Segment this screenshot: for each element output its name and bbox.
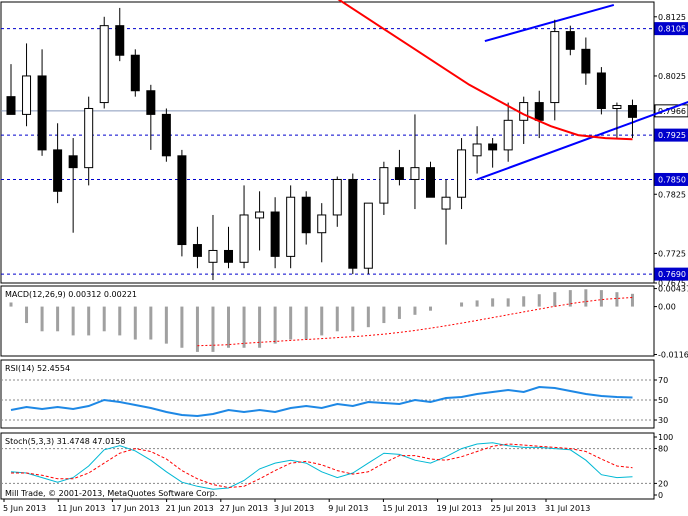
candle-body bbox=[488, 143, 498, 151]
candle-body bbox=[379, 167, 389, 204]
time-axis: 5 Jun 2013 11 Jun 2013 17 Jun 2013 21 Jun 2… bbox=[3, 499, 590, 513]
channel-lower-line bbox=[476, 100, 688, 181]
time-tick-label: 9 Jul 2013 bbox=[328, 504, 368, 513]
candle-body bbox=[565, 31, 575, 50]
level-badge-label: 0.7690 bbox=[658, 270, 686, 279]
candle-body bbox=[99, 25, 109, 104]
candle-body bbox=[53, 149, 63, 192]
stoch-pane: Stoch(5,3,3) 31.4748 47.0158 Mill Trade,… bbox=[1, 433, 673, 500]
price-tick-label: 0.8025 bbox=[658, 72, 686, 81]
candle-body bbox=[317, 214, 327, 234]
stoch-label: Stoch(5,3,3) 31.4748 47.0158 bbox=[5, 437, 125, 446]
candle-body bbox=[115, 25, 125, 56]
time-tick-label: 31 Jul 2013 bbox=[545, 504, 590, 513]
time-tick-label: 5 Jun 2013 bbox=[3, 504, 46, 513]
candle-body bbox=[550, 31, 560, 104]
stoch-tick-label: 20 bbox=[658, 479, 668, 488]
candle-body bbox=[270, 211, 280, 257]
candle-body bbox=[177, 155, 187, 246]
candle-body bbox=[68, 155, 78, 169]
time-tick-label: 27 Jun 2013 bbox=[220, 504, 268, 513]
price-tick-label: 0.7675 bbox=[658, 279, 686, 288]
rsi-tick-label: 50 bbox=[658, 396, 668, 405]
candle-body bbox=[146, 90, 156, 115]
candle-body bbox=[581, 48, 591, 74]
level-badge bbox=[654, 22, 688, 36]
price-tick-label: 0.8125 bbox=[658, 13, 686, 22]
candle-body bbox=[612, 105, 622, 109]
time-tick-label: 21 Jun 2013 bbox=[166, 504, 214, 513]
macd-signal-line bbox=[197, 297, 633, 347]
candle-body bbox=[534, 102, 544, 121]
macd-tick-label: 0.00437 bbox=[658, 285, 688, 294]
level-badge bbox=[654, 172, 688, 186]
level-badge bbox=[654, 128, 688, 142]
candle-body bbox=[332, 178, 342, 216]
candle-body bbox=[255, 211, 265, 219]
time-tick-label: 3 Jul 2013 bbox=[274, 504, 314, 513]
time-tick-label: 11 Jun 2013 bbox=[57, 504, 105, 513]
candle-body bbox=[192, 244, 202, 257]
candle-body bbox=[457, 149, 467, 198]
time-tick-label: 19 Jul 2013 bbox=[437, 504, 482, 513]
candle-body bbox=[37, 75, 47, 151]
rsi-frame bbox=[0, 359, 655, 429]
level-badge-label: 0.7966 bbox=[658, 107, 686, 116]
copyright-text: Mill Trade, © 2001-2013, MetaQuotes Soft… bbox=[5, 489, 217, 498]
candle-body bbox=[286, 196, 296, 257]
sto-frame bbox=[0, 432, 655, 500]
macd-tick-label: -0.01163 bbox=[658, 350, 688, 359]
rsi-label: RSI(14) 52.4554 bbox=[5, 364, 70, 373]
candle-body bbox=[208, 249, 218, 263]
candle-body bbox=[348, 178, 358, 269]
candle-body bbox=[627, 105, 637, 118]
candle-body bbox=[425, 167, 435, 198]
candle-body bbox=[239, 214, 249, 263]
candle-body bbox=[224, 249, 234, 263]
candle-body bbox=[130, 54, 140, 92]
stoch-tick-label: 100 bbox=[658, 433, 673, 442]
level-badge-label: 0.7925 bbox=[658, 131, 686, 140]
macd-frame bbox=[0, 285, 655, 357]
time-tick-label: 15 Jul 2013 bbox=[382, 504, 427, 513]
macd-label: MACD(12,26,9) 0.00312 0.00221 bbox=[5, 290, 137, 299]
rsi-line bbox=[10, 385, 633, 418]
candle-body bbox=[301, 196, 311, 234]
level-badge bbox=[654, 104, 688, 118]
rsi-tick-label: 30 bbox=[658, 416, 668, 425]
candle-body bbox=[394, 167, 404, 180]
rsi-tick-label: 70 bbox=[658, 376, 668, 385]
channel-upper-line bbox=[484, 3, 615, 43]
rsi-pane: RSI(14) 52.4554 70 50 30 bbox=[1, 364, 668, 425]
candle-body bbox=[596, 72, 606, 109]
stoch-main-line bbox=[10, 442, 633, 490]
candle-body bbox=[161, 113, 171, 157]
price-pane: 0.8125 0.8025 0.7925 0.7825 0.7725 0.7675 0.81… bbox=[1, 0, 688, 288]
price-tick-label: 0.7725 bbox=[658, 249, 686, 258]
stoch-tick-label: 0 bbox=[658, 491, 663, 500]
time-tick-label: 17 Jun 2013 bbox=[111, 504, 159, 513]
moving-average-line bbox=[337, 0, 633, 141]
macd-tick-label: 0.00 bbox=[658, 303, 676, 312]
candle-body bbox=[410, 167, 420, 180]
level-badge-label: 0.8105 bbox=[658, 25, 686, 34]
main-frame bbox=[0, 1, 655, 284]
time-tick-label: 25 Jul 2013 bbox=[491, 504, 536, 513]
candle-body bbox=[22, 75, 32, 115]
candle-body bbox=[472, 143, 482, 157]
price-tick-label: 0.7825 bbox=[658, 190, 686, 199]
candle-body bbox=[363, 202, 373, 269]
candle-body bbox=[6, 96, 16, 115]
stoch-tick-label: 80 bbox=[658, 445, 668, 454]
candle-body bbox=[84, 107, 94, 169]
candle-body bbox=[503, 119, 513, 151]
candle-body bbox=[519, 102, 529, 121]
level-badge bbox=[654, 267, 688, 281]
stoch-signal-line bbox=[11, 443, 633, 489]
macd-pane: MACD(12,26,9) 0.00312 0.00221 0.00437 0.0… bbox=[5, 285, 688, 360]
candle-body bbox=[441, 196, 451, 210]
level-badge-label: 0.7850 bbox=[658, 175, 686, 184]
